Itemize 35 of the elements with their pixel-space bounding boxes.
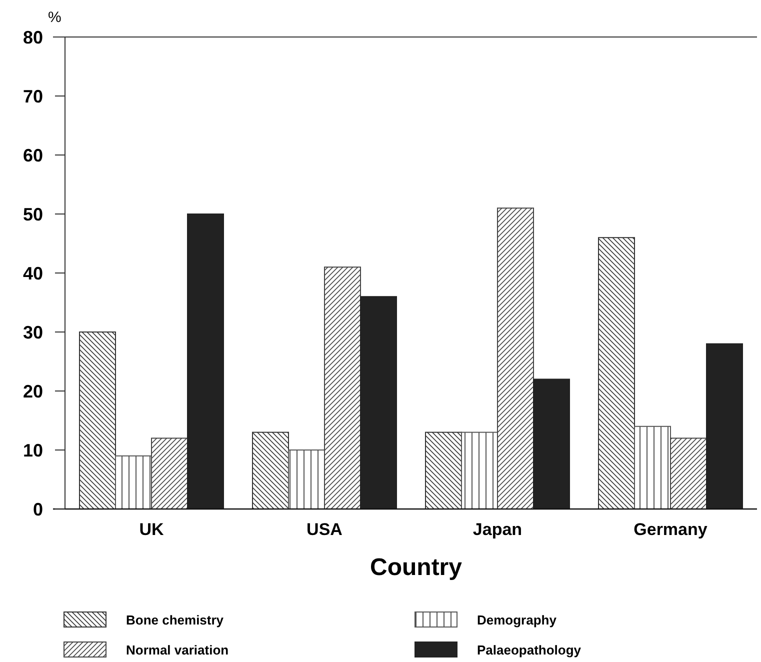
y-axis-title: % (48, 9, 62, 26)
y-tick-label: 20 (22, 381, 43, 402)
y-tick-label: 10 (22, 440, 43, 460)
y-tick-label: 40 (22, 263, 43, 284)
x-tick-label: USA (306, 520, 342, 539)
y-tick-label: 80 (22, 27, 43, 48)
bar (79, 332, 116, 510)
y-tick-label: 50 (22, 204, 43, 224)
bar (670, 438, 707, 510)
legend-label: Palaeopathology (477, 642, 582, 658)
y-tick-label: 0 (32, 499, 43, 520)
bar (324, 266, 361, 510)
bar (288, 450, 325, 510)
legend-label: Demography (477, 612, 558, 628)
y-tick-label: 60 (22, 145, 43, 166)
bar (425, 432, 462, 510)
x-axis-title: Country (370, 554, 463, 581)
legend-label: Bone chemistry (126, 612, 224, 628)
bar (360, 296, 397, 510)
bar (533, 378, 570, 510)
x-tick-label: UK (139, 520, 164, 539)
bar (151, 438, 188, 510)
bar (497, 208, 534, 510)
bar (187, 214, 224, 510)
bar (252, 432, 289, 510)
x-tick-label: Germany (634, 520, 708, 539)
bar (461, 432, 498, 510)
bar (706, 343, 743, 510)
bar (115, 455, 152, 510)
legend-label: Normal variation (126, 642, 229, 658)
bar (598, 237, 635, 510)
y-tick-label: 30 (22, 322, 43, 342)
y-tick-label: 70 (22, 86, 43, 106)
x-tick-label: Japan (472, 520, 522, 539)
bar (634, 426, 671, 510)
